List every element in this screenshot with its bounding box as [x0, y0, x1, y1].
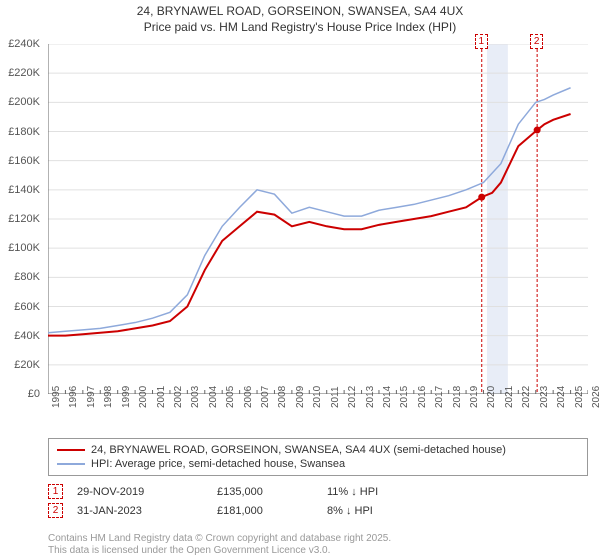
transaction-num: 2 [48, 503, 63, 518]
legend: 24, BRYNAWEL ROAD, GORSEINON, SWANSEA, S… [48, 438, 588, 476]
title-line-1: 24, BRYNAWEL ROAD, GORSEINON, SWANSEA, S… [0, 4, 600, 20]
chart-area: 12 [48, 44, 588, 394]
y-tick-label: £240K [8, 38, 40, 50]
x-tick-label: 2023 [539, 386, 550, 408]
y-axis-labels: £0£20K£40K£60K£80K£100K£120K£140K£160K£1… [0, 44, 44, 394]
x-tick-label: 2016 [417, 386, 428, 408]
title-block: 24, BRYNAWEL ROAD, GORSEINON, SWANSEA, S… [0, 0, 600, 37]
x-tick-label: 2000 [138, 386, 149, 408]
transaction-price: £135,000 [217, 486, 327, 498]
x-tick-label: 2021 [504, 386, 515, 408]
x-tick-label: 2026 [591, 386, 600, 408]
x-tick-label: 2024 [556, 386, 567, 408]
x-tick-label: 2013 [365, 386, 376, 408]
x-tick-label: 2014 [382, 386, 393, 408]
transaction-row: 2 31-JAN-2023 £181,000 8% ↓ HPI [48, 501, 588, 520]
x-tick-label: 1996 [68, 386, 79, 408]
transaction-num: 1 [48, 484, 63, 499]
x-tick-label: 2007 [260, 386, 271, 408]
y-tick-label: £140K [8, 184, 40, 196]
footer-line-1: Contains HM Land Registry data © Crown c… [48, 533, 391, 545]
x-tick-label: 2006 [243, 386, 254, 408]
x-tick-label: 2015 [399, 386, 410, 408]
legend-label-price: 24, BRYNAWEL ROAD, GORSEINON, SWANSEA, S… [91, 444, 506, 456]
y-tick-label: £40K [14, 330, 40, 342]
x-tick-label: 1997 [86, 386, 97, 408]
y-tick-label: £200K [8, 96, 40, 108]
x-tick-label: 2008 [277, 386, 288, 408]
legend-row-hpi: HPI: Average price, semi-detached house,… [57, 457, 579, 471]
legend-row-price: 24, BRYNAWEL ROAD, GORSEINON, SWANSEA, S… [57, 443, 579, 457]
x-tick-label: 2005 [225, 386, 236, 408]
x-tick-label: 2009 [295, 386, 306, 408]
chart-annotation-marker: 2 [530, 34, 543, 49]
x-tick-label: 1999 [121, 386, 132, 408]
y-tick-label: £100K [8, 242, 40, 254]
y-tick-label: £180K [8, 126, 40, 138]
x-tick-label: 2018 [452, 386, 463, 408]
y-tick-label: £20K [14, 359, 40, 371]
transaction-date: 29-NOV-2019 [77, 486, 217, 498]
transaction-price: £181,000 [217, 505, 327, 517]
x-tick-label: 2022 [521, 386, 532, 408]
x-tick-label: 2003 [190, 386, 201, 408]
x-tick-label: 2001 [156, 386, 167, 408]
x-tick-label: 2020 [486, 386, 497, 408]
x-tick-label: 2011 [330, 386, 341, 408]
chart-svg [48, 44, 588, 394]
y-tick-label: £120K [8, 213, 40, 225]
legend-swatch-price [57, 449, 85, 451]
x-tick-label: 2002 [173, 386, 184, 408]
title-line-2: Price paid vs. HM Land Registry's House … [0, 20, 600, 36]
y-tick-label: £80K [14, 271, 40, 283]
transaction-pct: 8% ↓ HPI [327, 505, 447, 517]
x-tick-label: 2012 [347, 386, 358, 408]
x-axis-labels: 1995199619971998199920002001200220032004… [48, 396, 588, 436]
footer: Contains HM Land Registry data © Crown c… [48, 533, 391, 557]
x-tick-label: 2025 [574, 386, 585, 408]
transaction-row: 1 29-NOV-2019 £135,000 11% ↓ HPI [48, 482, 588, 501]
y-tick-label: £220K [8, 67, 40, 79]
x-tick-label: 2004 [208, 386, 219, 408]
y-tick-label: £60K [14, 301, 40, 313]
x-tick-label: 2010 [312, 386, 323, 408]
transactions: 1 29-NOV-2019 £135,000 11% ↓ HPI 2 31-JA… [48, 482, 588, 520]
x-tick-label: 2017 [434, 386, 445, 408]
legend-label-hpi: HPI: Average price, semi-detached house,… [91, 458, 345, 470]
transaction-pct: 11% ↓ HPI [327, 486, 447, 498]
transaction-date: 31-JAN-2023 [77, 505, 217, 517]
y-tick-label: £0 [28, 388, 40, 400]
x-tick-label: 1995 [51, 386, 62, 408]
chart-container: 24, BRYNAWEL ROAD, GORSEINON, SWANSEA, S… [0, 0, 600, 560]
y-tick-label: £160K [8, 155, 40, 167]
chart-annotation-marker: 1 [475, 34, 488, 49]
legend-swatch-hpi [57, 463, 85, 465]
x-tick-label: 1998 [103, 386, 114, 408]
footer-line-2: This data is licensed under the Open Gov… [48, 545, 391, 557]
x-tick-label: 2019 [469, 386, 480, 408]
